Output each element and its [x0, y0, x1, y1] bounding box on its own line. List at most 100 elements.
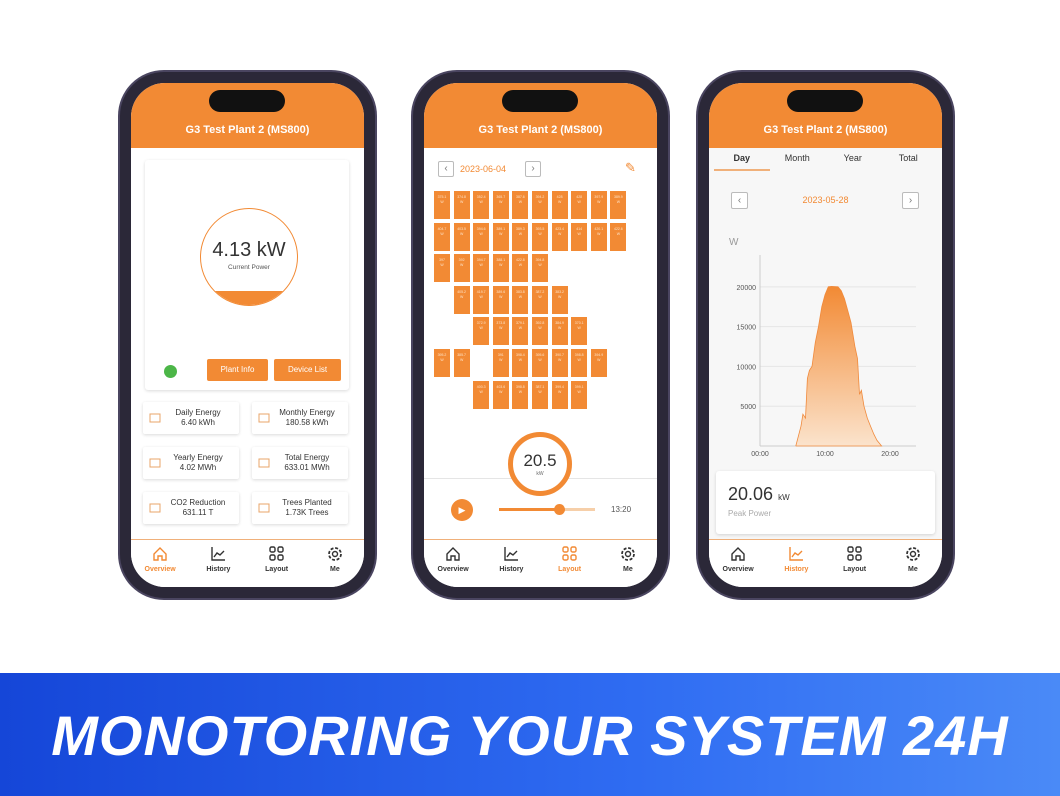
solar-panel[interactable]: 398.8 W	[571, 349, 588, 377]
nav-me[interactable]: Me	[306, 540, 364, 587]
banner: MONOTORING YOUR SYSTEM 24H	[0, 673, 1060, 796]
solar-panel[interactable]: 387.1 W	[532, 380, 548, 409]
solar-panel[interactable]: 428 W	[571, 191, 588, 219]
tab-day[interactable]: Day	[714, 153, 770, 171]
nav-layout[interactable]: Layout	[541, 540, 599, 587]
stat-label: Total Energy	[284, 453, 330, 462]
panel-unit: W	[577, 231, 581, 236]
solar-panel[interactable]: 404.7 W	[434, 222, 450, 251]
solar-panel[interactable]: 393.5 W	[532, 222, 548, 251]
prev-date-button[interactable]: ‹	[438, 161, 454, 177]
solar-panel[interactable]: 423.4 W	[551, 222, 568, 251]
solar-panel[interactable]: 428 W	[551, 191, 568, 219]
solar-panel[interactable]: 414 W	[571, 222, 588, 251]
solar-panel[interactable]: 373.8 W	[492, 317, 509, 346]
solar-panel[interactable]: 384.9 W	[551, 317, 568, 346]
solar-panel[interactable]: 383.8 W	[512, 285, 529, 314]
nav-history[interactable]: History	[767, 540, 825, 587]
next-date-button[interactable]: ›	[902, 192, 919, 209]
nav-layout[interactable]: Layout	[248, 540, 306, 587]
nav-me[interactable]: Me	[599, 540, 657, 587]
solar-panel[interactable]: 399.1 W	[571, 380, 588, 409]
slider-handle[interactable]	[553, 504, 565, 515]
edit-icon[interactable]: ✎	[625, 160, 636, 175]
panel-power: 370.1	[574, 321, 584, 326]
solar-panel[interactable]: 383.2 W	[551, 285, 568, 314]
solar-panel[interactable]: 372.9 W	[473, 317, 490, 346]
solar-panel[interactable]: 394.8 W	[532, 254, 548, 283]
solar-panel[interactable]: 420.1 W	[590, 222, 607, 251]
solar-panel[interactable]: 394.9 W	[590, 349, 607, 377]
panel-unit: W	[538, 326, 542, 331]
solar-panel[interactable]: 392 W	[453, 254, 470, 283]
tab-year[interactable]: Year	[843, 153, 862, 163]
solar-panel[interactable]: 395.2 W	[434, 349, 450, 377]
bottom-nav: Overview History Layout Me	[709, 539, 942, 587]
panel-power: 403.6	[496, 384, 506, 389]
solar-panel[interactable]: 422.8 W	[512, 254, 529, 283]
solar-panel[interactable]: 395.6 W	[532, 349, 548, 377]
grid-icon	[846, 546, 862, 561]
grid-icon	[561, 546, 577, 561]
solar-panel[interactable]: 387.6 W	[512, 191, 529, 219]
solar-panel[interactable]: 398.4 W	[512, 349, 529, 377]
next-date-button[interactable]: ›	[525, 161, 541, 177]
solar-panel[interactable]: 397.9 W	[590, 191, 607, 219]
nav-label: History	[784, 566, 809, 573]
solar-panel[interactable]: 389.9 W	[610, 191, 627, 219]
nav-history[interactable]: History	[189, 540, 247, 587]
solar-panel[interactable]: 399.4 W	[551, 380, 568, 409]
solar-panel[interactable]: 403.5 W	[453, 222, 470, 251]
device-list-button[interactable]: Device List	[274, 359, 341, 381]
nav-history[interactable]: History	[482, 540, 540, 587]
solar-panel[interactable]: 389.1 W	[492, 222, 509, 251]
solar-panel[interactable]: 375.1 W	[434, 191, 450, 219]
trend-icon	[258, 458, 270, 468]
panel-unit: W	[518, 263, 523, 268]
solar-panel[interactable]: 419.7 W	[473, 285, 490, 314]
battery-icon	[149, 413, 161, 423]
tab-month[interactable]: Month	[784, 153, 810, 163]
nav-overview[interactable]: Overview	[131, 540, 189, 587]
solar-panel[interactable]: 394.7 W	[473, 254, 490, 283]
solar-panel[interactable]: 391 W	[492, 349, 509, 377]
plant-info-button[interactable]: Plant Info	[207, 359, 268, 381]
solar-panel[interactable]: 387.2 W	[532, 285, 548, 314]
nav-overview[interactable]: Overview	[424, 540, 482, 587]
solar-panel[interactable]: 388.1 W	[492, 254, 509, 283]
peak-power-card: 20.06 kW Peak Power	[716, 471, 935, 534]
solar-panel[interactable]: 370.1 W	[571, 317, 588, 346]
play-button[interactable]: ▶	[451, 499, 473, 521]
layout-power-gauge: 20.5 kW	[508, 432, 572, 496]
history-date: 2023-05-28	[802, 195, 849, 205]
solar-panel[interactable]: 394.6 W	[473, 222, 490, 251]
panel-power: 365.7	[496, 195, 506, 199]
solar-panel[interactable]: 403.6 W	[492, 380, 509, 409]
solar-panel[interactable]: 365.7 W	[492, 191, 509, 219]
solar-panel[interactable]: 352.4 W	[473, 191, 490, 219]
solar-panel[interactable]: 394.2 W	[532, 191, 548, 219]
solar-panel[interactable]: 422.6 W	[610, 222, 627, 251]
stat-label: Trees Planted	[282, 498, 332, 507]
solar-panel[interactable]: 398.8 W	[512, 380, 529, 409]
solar-panel[interactable]: 389.6 W	[492, 285, 509, 314]
solar-panel[interactable]: 405.2 W	[453, 285, 470, 314]
prev-date-button[interactable]: ‹	[731, 192, 748, 209]
solar-panel[interactable]: 379.1 W	[512, 317, 529, 346]
solar-panel[interactable]: 390.7 W	[551, 349, 568, 377]
nav-overview[interactable]: Overview	[709, 540, 767, 587]
nav-me[interactable]: Me	[884, 540, 942, 587]
time-slider[interactable]	[499, 504, 595, 515]
nav-layout[interactable]: Layout	[826, 540, 884, 587]
solar-panel[interactable]: 374.8 W	[453, 191, 470, 219]
panel-unit: W	[479, 294, 483, 299]
solar-panel[interactable]: 397 W	[434, 254, 450, 283]
solar-panel[interactable]: 385.7 W	[453, 349, 470, 377]
solar-panel[interactable]: 392.8 W	[532, 317, 548, 346]
bottom-nav: Overview History Layout Me	[131, 539, 364, 587]
panel-power: 383.8	[516, 289, 525, 294]
solar-panel[interactable]: 400.3 W	[473, 380, 490, 409]
solar-panel[interactable]: 389.3 W	[512, 222, 529, 251]
tab-total[interactable]: Total	[898, 153, 918, 163]
panel-unit: W	[577, 326, 581, 331]
